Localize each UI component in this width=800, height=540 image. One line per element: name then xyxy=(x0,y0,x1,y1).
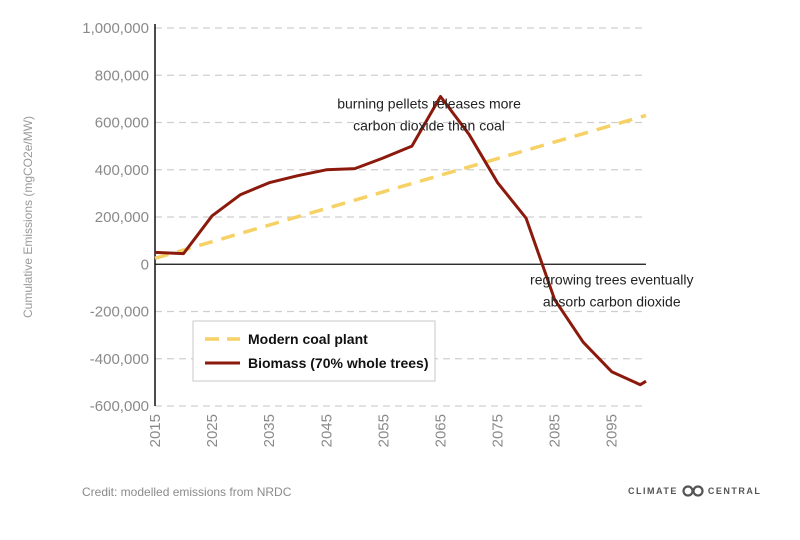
y-tick-label: 400,000 xyxy=(95,162,149,179)
y-tick-label: 800,000 xyxy=(95,67,149,84)
logo-text-right: CENTRAL xyxy=(707,486,762,496)
climate-central-logo: CLIMATE CENTRAL xyxy=(628,485,761,497)
logo-text-left: CLIMATE xyxy=(628,486,678,496)
y-tick-label: 1,000,000 xyxy=(82,20,149,37)
x-tick-label: 2015 xyxy=(147,414,164,447)
annotation-text: regrowing trees eventually xyxy=(530,271,693,287)
x-tick-label: 2035 xyxy=(261,414,278,447)
annotations: burning pellets releases more carbon diox… xyxy=(337,95,693,309)
series-lines xyxy=(154,95,647,387)
x-tick-label: 2095 xyxy=(604,414,621,447)
y-axis-label: Cumulative Emissions (mgCO2e/MW) xyxy=(21,116,35,318)
x-tick-label: 2065 xyxy=(432,414,449,447)
series-line xyxy=(154,95,647,387)
logo-mark-icon xyxy=(682,485,704,497)
y-tick-label: 600,000 xyxy=(95,115,149,132)
y-tick-label: -200,000 xyxy=(90,304,149,321)
legend-label: Modern coal plant xyxy=(248,331,368,347)
y-tick-label: -400,000 xyxy=(90,351,149,368)
x-tick-label: 2055 xyxy=(375,414,392,447)
x-tick-label: 2025 xyxy=(204,414,221,447)
annotation-text: absorb carbon dioxide xyxy=(543,293,681,309)
annotation-text: carbon dioxide than coal xyxy=(353,117,505,133)
x-tick-label: 2085 xyxy=(547,414,564,447)
x-tick-label: 2045 xyxy=(318,414,335,447)
y-tick-label: -600,000 xyxy=(90,398,149,415)
x-tick-labels: 2015 2025 2035 2045 2055 2065 2075 2085 2095 xyxy=(147,414,621,447)
y-tick-label: 0 xyxy=(141,256,149,273)
legend: Modern coal plant Biomass (70% whole tree… xyxy=(192,320,436,382)
x-tick-label: 2075 xyxy=(490,414,507,447)
y-tick-labels: 1,000,000 800,000 600,000 400,000 200,000 0 -2… xyxy=(82,20,149,415)
annotation-text: burning pellets releases more xyxy=(337,95,521,111)
axes xyxy=(154,24,646,406)
series-line xyxy=(154,113,647,260)
y-tick-label: 200,000 xyxy=(95,209,149,226)
legend-box xyxy=(192,320,436,382)
legend-label: Biomass (70% whole trees) xyxy=(248,355,429,371)
credit-text: Credit: modelled emissions from NRDC xyxy=(82,485,292,499)
